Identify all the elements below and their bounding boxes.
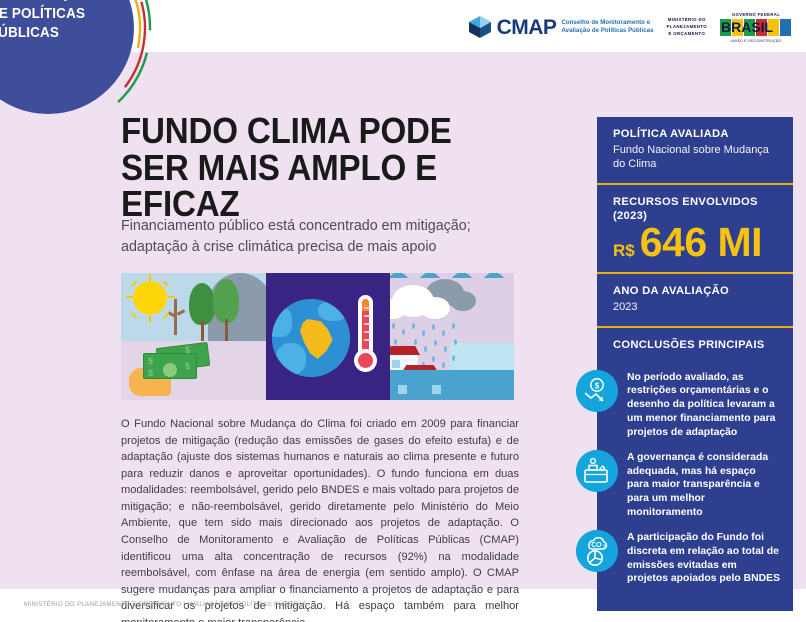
sun-icon (133, 281, 167, 315)
globe-thermometer-illustration (266, 273, 390, 400)
illustration-strip: $ $ $ $ (121, 273, 514, 400)
conclusions-heading: CONCLUSÕES PRINCIPAIS (597, 327, 793, 361)
cmap-wordmark: CMAP (496, 15, 557, 39)
ministry-line-1: MINISTÉRIO DO (667, 17, 706, 23)
svg-text:BRASIL: BRASIL (721, 19, 774, 35)
sun-trees-cash-illustration: $ $ $ $ (121, 273, 266, 400)
rain-flood-house-illustration (390, 273, 514, 400)
card-year-label: ANO DA AVALIAÇÃO (613, 285, 730, 298)
cmap-tagline-line2: Avaliação de Políticas Públicas (561, 27, 654, 35)
body-paragraph: O Fundo Nacional sobre Mudança do Clima … (121, 418, 519, 622)
logo-row: CMAP Conselho de Monitoramento e Avaliaç… (468, 12, 792, 43)
globe-icon (272, 299, 350, 377)
sidebar: POLÍTICA AVALIADA Fundo Nacional sobre M… (576, 117, 793, 612)
co2-pie-chart-icon: CO 2 (576, 529, 618, 572)
page-number: 1 (774, 599, 780, 610)
conclusion-item-2: A governança é considerada adequada, mas… (576, 445, 793, 525)
svg-text:CO: CO (591, 542, 602, 549)
card-policy-value: Fundo Nacional sobre Mudança do Clima (613, 144, 769, 171)
badge-text: INFORMATIVO DE AVALIAÇÃO DE POLÍTICAS PÚ… (0, 0, 91, 42)
government-logo: GOVERNO FEDERAL BRASIL UNIÃO E RECONSTRU… (720, 12, 792, 43)
currency-symbol: R$ (613, 240, 635, 260)
conclusions-list: $ No período avaliado, as restrições orç… (576, 360, 793, 612)
cmap-tagline: Conselho de Monitoramento e Avaliação de… (561, 19, 653, 35)
card-resources-label: RECURSOS ENVOLVIDOS (2023) (613, 195, 758, 222)
gov-slogan: UNIÃO E RECONSTRUÇÃO (730, 38, 782, 43)
page-title: FUNDO CLIMA PODE SER MAIS AMPLO E EFICAZ (121, 110, 452, 225)
svg-text:$: $ (595, 381, 600, 390)
flood-water (390, 370, 514, 400)
brasil-wordmark-icon: BRASIL (720, 18, 792, 37)
card-year-value: 2023 (613, 301, 638, 314)
card-resources-involved: RECURSOS ENVOLVIDOS (2023) R$ 646 MI (597, 184, 793, 275)
conclusion-text-2: A governança é considerada adequada, mas… (627, 451, 769, 519)
publication-badge: INFORMATIVO DE AVALIAÇÃO DE POLÍTICAS PÚ… (0, 0, 162, 142)
water-wave (390, 273, 514, 278)
ministry-line-3: E ORÇAMENTO (668, 30, 706, 36)
svg-text:2: 2 (603, 544, 606, 550)
card-resources-amount: R$ 646 MI (613, 218, 777, 265)
page-header: CMAP Conselho de Monitoramento e Avaliaç… (0, 0, 806, 52)
amount-value: 646 MI (639, 218, 763, 265)
ministry-line-2: PLANEJAMENTO (666, 23, 707, 29)
footer-text: MINISTÉRIO DO PLANEJAMENTO E ORÇAMENTO |… (24, 601, 308, 608)
ministry-logo: MINISTÉRIO DO PLANEJAMENTO E ORÇAMENTO (667, 17, 707, 37)
page-subtitle: Financiamento público está concentrado e… (121, 218, 471, 255)
cmap-logo: CMAP Conselho de Monitoramento e Avaliaç… (468, 15, 654, 39)
cmap-cube-icon (468, 15, 492, 39)
conclusion-item-3: CO 2 A participação do Fundo foi discret… (576, 525, 793, 591)
ballot-box-transparency-icon (576, 449, 618, 492)
card-policy-evaluated: POLÍTICA AVALIADA Fundo Nacional sobre M… (597, 117, 793, 185)
conclusion-item-1: $ No período avaliado, as restrições orç… (576, 365, 793, 445)
card-policy-label: POLÍTICA AVALIADA (613, 128, 729, 140)
gov-federal-label: GOVERNO FEDERAL (731, 12, 781, 17)
card-evaluation-year: ANO DA AVALIAÇÃO 2023 (597, 274, 793, 328)
conclusion-text-1: No período avaliado, as restrições orçam… (627, 371, 776, 438)
cmap-tagline-line1: Conselho de Monitoramento e (561, 19, 651, 27)
conclusion-text-3: A participação do Fundo foi discreta em … (627, 531, 780, 585)
money-declining-arrow-icon: $ (576, 369, 618, 412)
